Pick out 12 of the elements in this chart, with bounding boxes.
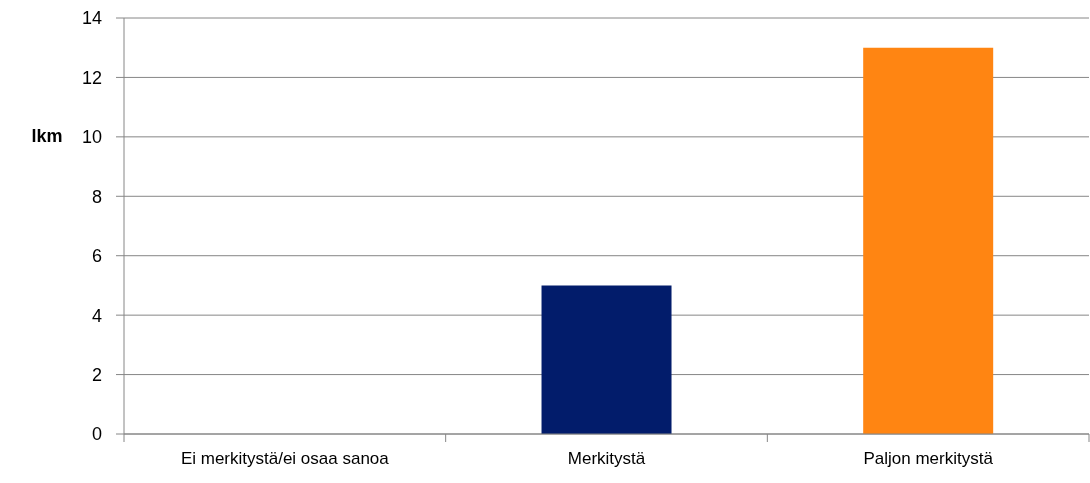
y-tick-label: 2: [91, 364, 102, 385]
y-axis-title: lkm: [31, 126, 63, 146]
y-tick-label: 0: [91, 424, 102, 445]
x-tick-label: Paljon merkitystä: [863, 449, 994, 468]
y-tick-label: 14: [81, 8, 102, 29]
x-tick-label: Ei merkitystä/ei osaa sanoa: [180, 449, 390, 468]
y-tick-label: 6: [91, 246, 102, 267]
y-tick-label: 8: [91, 186, 102, 207]
y-tick-label: 4: [91, 305, 102, 326]
y-tick-label: 12: [81, 67, 102, 88]
x-tick-label: Merkitystä: [567, 449, 646, 468]
y-tick-label: 10: [81, 127, 102, 148]
